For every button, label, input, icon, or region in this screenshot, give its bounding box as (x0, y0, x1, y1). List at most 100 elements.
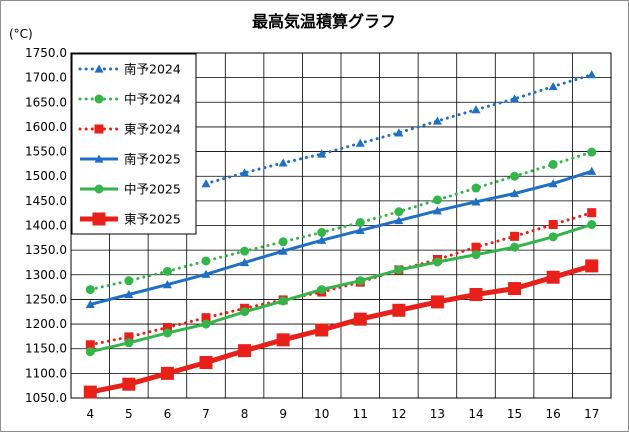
data-point (162, 266, 172, 276)
y-tick-label: 1350.0 (25, 243, 67, 257)
legend-marker (94, 64, 104, 73)
data-point (510, 188, 520, 198)
data-point (355, 276, 365, 286)
y-tick-label: 1150.0 (25, 342, 67, 356)
data-point (83, 385, 97, 399)
y-axis-unit-label: (°C) (9, 27, 33, 41)
x-tick-label: 9 (279, 407, 287, 421)
x-tick-label: 8 (241, 407, 249, 421)
data-point (587, 166, 597, 175)
data-point (199, 356, 213, 370)
x-tick-label: 5 (125, 407, 133, 421)
data-point (317, 235, 327, 244)
x-tick-label: 11 (353, 407, 368, 421)
y-tick-label: 1400.0 (25, 219, 67, 233)
data-point (471, 197, 481, 206)
data-point (278, 296, 288, 306)
data-point (278, 237, 288, 247)
legend-item: 東予2024 (78, 122, 181, 137)
data-point (276, 333, 290, 347)
y-tick-label: 1200.0 (25, 317, 67, 331)
y-tick-label: 1500.0 (25, 169, 67, 183)
data-point (122, 377, 136, 391)
data-point (432, 257, 442, 267)
data-point (162, 323, 172, 333)
data-point (124, 332, 134, 342)
data-point (240, 168, 250, 177)
data-point (124, 276, 134, 286)
data-point (469, 288, 483, 301)
data-point (85, 347, 95, 357)
data-point (85, 340, 95, 350)
series-6 (83, 259, 599, 399)
data-point (548, 232, 558, 242)
data-point (355, 218, 365, 228)
legend-marker (94, 124, 104, 134)
y-tick-label: 1450.0 (25, 194, 67, 208)
data-point (317, 285, 327, 295)
data-point (471, 183, 481, 193)
data-point (508, 282, 522, 296)
legend-label: 東予2025 (124, 212, 181, 227)
legend-label: 中予2025 (124, 182, 181, 197)
x-tick-label: 16 (546, 407, 561, 421)
legend-item: 中予2024 (78, 92, 181, 107)
legend-box (71, 53, 197, 235)
data-point (432, 195, 442, 205)
data-point (394, 207, 404, 217)
legend-marker (94, 94, 104, 104)
data-point (85, 299, 95, 308)
data-point (548, 179, 558, 188)
series-line (88, 150, 594, 292)
y-tick-label: 1700.0 (25, 71, 67, 85)
data-point (548, 159, 558, 169)
data-point (394, 128, 404, 137)
series-4 (85, 166, 597, 308)
legend-label: 南予2025 (124, 152, 181, 167)
y-tick-label: 1600.0 (25, 120, 67, 134)
data-point (510, 171, 520, 181)
data-point (124, 290, 134, 299)
data-point (587, 208, 597, 218)
legend-label: 東予2024 (124, 122, 181, 137)
axes: 1050.0 1100.0 1150.0 1200.0 1250.0 1300.0 1350… (25, 46, 599, 421)
data-point (240, 246, 250, 256)
y-tick-label: 1050.0 (25, 391, 67, 405)
x-tick-label: 15 (507, 407, 522, 421)
x-tick-label: 4 (86, 407, 94, 421)
data-point (471, 105, 481, 114)
data-point (471, 242, 481, 252)
chart-title: 最高気温積算グラフ (252, 12, 396, 31)
series-line (204, 73, 594, 186)
legend-marker (94, 154, 104, 163)
legend-label: 南予2024 (124, 62, 181, 77)
legend-marker (92, 212, 106, 226)
legend-item: 南予2024 (78, 62, 181, 77)
series-line (89, 169, 593, 306)
data-point (587, 147, 597, 157)
y-tick-label: 1250.0 (25, 292, 67, 306)
data-point (278, 246, 288, 255)
data-point (162, 280, 172, 289)
data-point (394, 216, 404, 225)
x-tick-label: 7 (202, 407, 210, 421)
data-point (162, 328, 172, 338)
data-point (587, 220, 597, 230)
data-point (471, 250, 481, 260)
legend-marker (94, 184, 104, 194)
y-tick-label: 1550.0 (25, 145, 67, 159)
data-point (240, 257, 250, 267)
data-point (510, 231, 520, 241)
data-point (430, 295, 444, 309)
data-point (510, 242, 520, 252)
data-point (355, 138, 365, 147)
legend-label: 中予2024 (124, 92, 181, 107)
data-point (85, 285, 95, 295)
data-point (317, 227, 327, 237)
series-5 (85, 220, 597, 357)
y-tick-label: 1300.0 (25, 268, 67, 282)
data-point (394, 265, 404, 275)
x-tick-label: 13 (430, 407, 445, 421)
